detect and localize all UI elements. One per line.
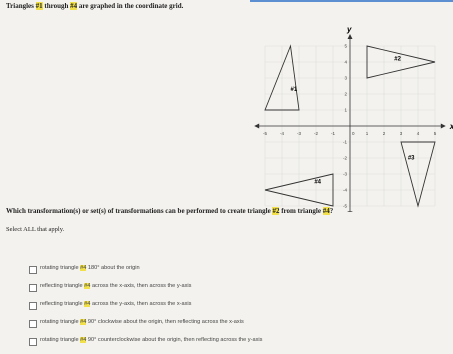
x-tick-label: -3 [297,131,301,136]
text: through [42,2,71,10]
text: 180° about the origin [86,265,140,271]
triangle-ref: #4 [80,319,87,325]
option-text[interactable]: reflecting triangle #4 across the y-axis… [40,301,191,307]
text: Which transformation(s) or set(s) of tra… [6,207,273,215]
top-bar [250,0,453,2]
x-tick-label: 3 [400,131,403,136]
triangle-ref: #4 [322,207,330,215]
axis-label: x [449,122,453,131]
text: across the y-axis, then across the x-axi… [90,301,192,307]
title: Triangles #1 through #4 are graphed in t… [6,2,183,10]
checkbox[interactable] [29,320,37,328]
text: Triangles [6,2,36,10]
x-tick-label: -5 [263,131,267,136]
text: across the x-axis, then across the y-axi… [90,283,192,289]
checkbox[interactable] [29,284,37,292]
x-tick-label: -2 [314,131,318,136]
text: reflecting triangle [40,283,85,289]
triangle-label: #4 [314,180,321,186]
x-tick-label: 1 [366,131,369,136]
triangle [366,45,436,79]
triangle [264,173,334,207]
question: Which transformation(s) or set(s) of tra… [6,207,333,215]
x-tick-label: 4 [417,131,420,136]
checkbox[interactable] [29,266,37,274]
triangle [264,44,300,111]
x-tick-label: 2 [383,131,386,136]
option-text[interactable]: rotating triangle #4 180° about the orig… [40,265,140,271]
triangle-ref: #4 [84,283,91,289]
x-tick-label: 5 [434,131,437,136]
checkbox[interactable] [29,302,37,310]
triangle-ref: #4 [80,337,87,343]
text: 90° clockwise about the origin, then ref… [86,319,244,325]
text: reflecting triangle [40,301,85,307]
y-tick-label: -1 [343,140,347,145]
instruction: Select ALL that apply. [6,226,65,233]
option-text[interactable]: rotating triangle #4 90° clockwise about… [40,319,244,325]
y-tick-label: -5 [343,204,347,209]
text: ? [329,207,334,215]
y-tick-label: -4 [343,188,347,193]
text: rotating triangle [40,265,81,271]
text: rotating triangle [40,319,81,325]
text: are graphed in the coordinate grid. [77,2,184,10]
triangle-label: #1 [291,87,298,93]
origin-label: 0 [352,131,355,136]
option-text[interactable]: reflecting triangle #4 across the x-axis… [40,283,191,289]
y-tick-label: -2 [343,156,347,161]
triangle [400,141,436,208]
triangle-label: #3 [408,156,415,162]
y-tick-label: 1 [344,108,347,113]
text: 90° counterclockwise about the origin, t… [86,337,263,343]
y-tick-label: 4 [344,60,347,65]
y-tick-label: 5 [344,44,347,49]
y-tick-label: -3 [343,172,347,177]
y-tick-label: 3 [344,76,347,81]
triangle-ref: #4 [80,265,87,271]
triangle-ref: #1 [35,2,43,10]
text: rotating triangle [40,337,81,343]
axis-label: y [346,25,352,34]
x-tick-label: -1 [331,131,335,136]
option-text[interactable]: rotating triangle #4 90° counterclockwis… [40,337,262,343]
x-tick-label: -4 [280,131,284,136]
text: from triangle [279,207,323,215]
triangle-ref: #2 [272,207,280,215]
y-tick-label: 2 [344,92,347,97]
coordinate-grid: x y 0 -5 -5 -4 -4 -3 -3 -2 -2 -1 -1 1 1 2 2 3 3 4 4 5 5 #1 #2 #3 #… [254,25,453,212]
checkbox[interactable] [29,338,37,346]
triangle-label: #2 [394,56,401,62]
triangle-ref: #4 [84,301,91,307]
triangle-ref: #4 [70,2,78,10]
